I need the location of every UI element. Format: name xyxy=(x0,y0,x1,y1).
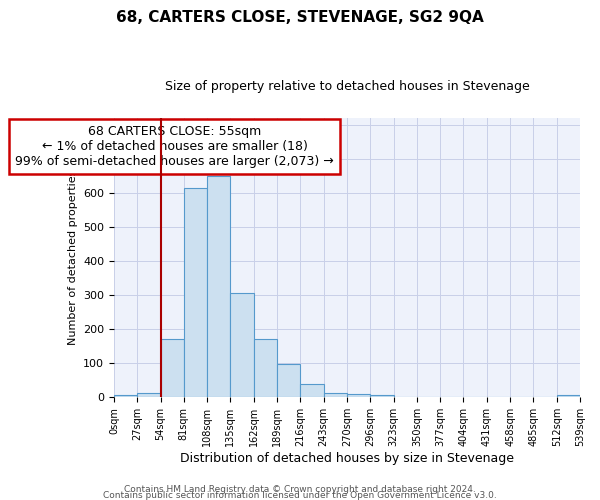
Bar xyxy=(161,340,184,398)
Bar xyxy=(347,394,370,398)
Text: 68 CARTERS CLOSE: 55sqm
← 1% of detached houses are smaller (18)
99% of semi-det: 68 CARTERS CLOSE: 55sqm ← 1% of detached… xyxy=(15,125,334,168)
Bar xyxy=(114,394,137,398)
Y-axis label: Number of detached properties: Number of detached properties xyxy=(68,170,77,345)
Bar xyxy=(230,294,254,398)
Title: Size of property relative to detached houses in Stevenage: Size of property relative to detached ho… xyxy=(164,80,529,93)
Text: 68, CARTERS CLOSE, STEVENAGE, SG2 9QA: 68, CARTERS CLOSE, STEVENAGE, SG2 9QA xyxy=(116,10,484,25)
Bar xyxy=(323,393,347,398)
Text: Contains public sector information licensed under the Open Government Licence v3: Contains public sector information licen… xyxy=(103,490,497,500)
Bar xyxy=(301,384,323,398)
Bar xyxy=(184,188,207,398)
Bar xyxy=(137,394,161,398)
Bar xyxy=(207,176,230,398)
Bar xyxy=(254,340,277,398)
Bar xyxy=(557,396,580,398)
X-axis label: Distribution of detached houses by size in Stevenage: Distribution of detached houses by size … xyxy=(180,452,514,465)
Bar xyxy=(370,394,394,398)
Bar xyxy=(277,364,301,398)
Text: Contains HM Land Registry data © Crown copyright and database right 2024.: Contains HM Land Registry data © Crown c… xyxy=(124,485,476,494)
